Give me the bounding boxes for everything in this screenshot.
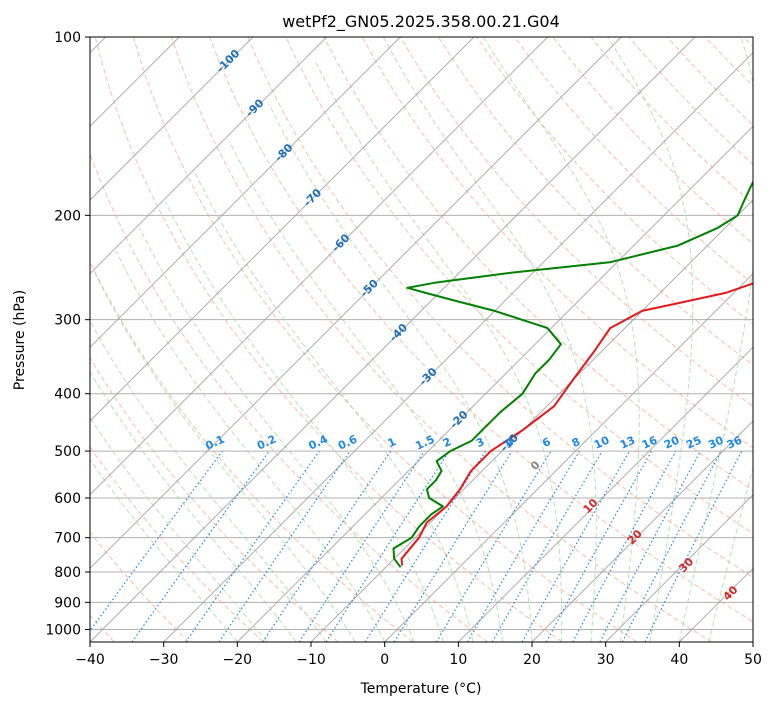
- mixing-ratio-label: 13: [618, 434, 637, 452]
- y-tick-label: 600: [54, 491, 81, 507]
- dewpoint-profile-line: [392, 180, 753, 568]
- isotherm: [384, 272, 753, 642]
- mixing-ratio-line: [644, 450, 743, 642]
- x-tick-label: 50: [744, 652, 762, 668]
- mixing-ratio-line: [545, 450, 653, 642]
- moist-adiabat: [482, 37, 640, 642]
- moist-adiabat: [382, 37, 597, 642]
- series-layer: [392, 180, 753, 568]
- mixing-ratio-label: 25: [684, 434, 703, 452]
- x-tick-label: −40: [75, 652, 105, 668]
- dry-adiabat: [90, 356, 339, 642]
- moist-adiabat: [165, 201, 445, 642]
- isotherm: [236, 125, 753, 642]
- isotherm: [310, 199, 753, 642]
- y-tick-label: 100: [54, 30, 81, 46]
- x-tick-label: −20: [223, 652, 253, 668]
- isotherm: [531, 420, 753, 642]
- mixing-ratio-line: [325, 450, 450, 642]
- isotherm: [90, 37, 254, 201]
- moist-adiabat: [139, 227, 415, 642]
- y-axis-ticks: 100 200 300 400 500 600 700 800 900 1000: [45, 30, 90, 638]
- y-axis-title: Pressure (hPa): [12, 290, 28, 390]
- moist-adiabat: [268, 104, 533, 642]
- x-tick-label: −10: [296, 652, 326, 668]
- x-axis-title: Temperature (°C): [360, 681, 482, 697]
- mixing-ratio-label: 10: [592, 433, 612, 451]
- isotherm: [457, 346, 753, 642]
- moist-adiabat: [94, 272, 356, 642]
- dry-adiabat: [514, 37, 753, 285]
- y-tick-label: 500: [54, 444, 81, 460]
- moist-adiabat: [229, 141, 503, 642]
- dry-adiabat: [90, 446, 264, 642]
- moist-adiabat: [607, 37, 694, 642]
- dry-adiabat: [132, 37, 638, 642]
- dry-adiabat: [323, 37, 753, 491]
- x-tick-label: −30: [149, 652, 179, 668]
- y-tick-label: 400: [54, 387, 81, 403]
- dry-adiabat: [247, 37, 753, 578]
- x-tick-label: 30: [597, 652, 615, 668]
- mixing-ratio-line: [572, 450, 677, 642]
- mixing-ratio-label: 20: [662, 433, 682, 451]
- dry-adiabat: [437, 37, 753, 366]
- dry-adiabat: [90, 152, 488, 642]
- mixing-ratio-line: [185, 450, 320, 642]
- x-tick-label: 10: [449, 652, 467, 668]
- mixing-ratio-line: [262, 450, 392, 642]
- moist-adiabat: [678, 37, 753, 642]
- y-tick-label: 1000: [45, 622, 81, 638]
- x-tick-label: 20: [523, 652, 541, 668]
- moist-adiabat: [90, 416, 268, 642]
- dry-adiabat: [94, 37, 563, 642]
- mixing-ratio-line: [218, 450, 351, 642]
- dry-adiabat: [90, 531, 190, 642]
- plot-frame: [89, 36, 754, 643]
- isotherm: [90, 37, 696, 642]
- x-tick-label: 40: [670, 652, 688, 668]
- y-tick-label: 900: [54, 595, 81, 611]
- chart-title: wetPf2_GN05.2025.358.00.21.G04: [282, 12, 560, 32]
- dry-adiabat: [209, 37, 753, 623]
- mixing-ratio-line: [521, 450, 631, 642]
- dry-adiabat: [399, 37, 753, 407]
- mixing-ratio-line: [131, 450, 270, 642]
- mixing-ratio-label: 36: [725, 433, 745, 451]
- moist-adiabat: [314, 61, 563, 642]
- isotherm: [90, 37, 401, 349]
- dry-adiabat: [171, 37, 712, 642]
- mixing-ratio-line: [90, 450, 223, 632]
- moist-adiabat: [90, 320, 327, 642]
- moist-adiabat: [194, 173, 474, 642]
- y-tick-label: 800: [54, 565, 81, 581]
- background-lines: [90, 37, 753, 642]
- mixing-ratio-label: 30: [706, 433, 726, 451]
- isotherm: [163, 51, 753, 642]
- moist-adiabat: [115, 251, 386, 642]
- x-tick-label: 0: [380, 652, 389, 668]
- temperature-profile-line: [400, 282, 753, 566]
- moist-adiabat: [90, 458, 238, 642]
- isotherm: [90, 37, 549, 496]
- isotherm: [605, 493, 753, 642]
- isotherm: [90, 37, 475, 422]
- moist-adiabat: [708, 466, 753, 642]
- dry-adiabat: [361, 37, 753, 449]
- isotherm: [90, 37, 328, 275]
- y-tick-label: 300: [54, 313, 81, 329]
- mixing-ratio-line: [298, 450, 425, 642]
- x-axis-ticks: −40 −30 −20 −10 0 10 20 30 40 50: [75, 642, 762, 668]
- y-tick-label: 700: [54, 531, 81, 547]
- mixing-ratio-label: 16: [640, 433, 660, 451]
- isotherm: [90, 37, 622, 570]
- mixing-ratio-line: [393, 450, 513, 642]
- y-tick-label: 200: [54, 208, 81, 224]
